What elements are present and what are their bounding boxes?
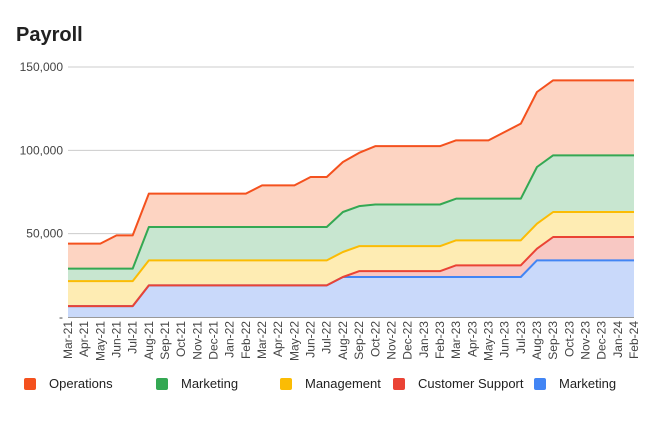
x-tick-label: Jun-21 — [110, 321, 124, 358]
x-tick-label: Jan-23 — [417, 321, 431, 358]
x-tick-label: Aug-22 — [336, 321, 350, 360]
x-tick-label: Sep-23 — [546, 321, 560, 360]
legend-swatch — [156, 377, 168, 390]
x-tick-label: Apr-23 — [465, 321, 479, 357]
x-tick-label: May-23 — [481, 321, 495, 361]
series-area-1 — [68, 237, 634, 307]
x-tick-label: Sep-22 — [352, 321, 366, 360]
legend-label: Customer Support — [418, 376, 524, 391]
x-tick-label: Nov-22 — [384, 321, 398, 360]
series-line-2 — [68, 211, 634, 283]
x-tick-label: Jan-22 — [223, 321, 237, 358]
x-tick-label: Oct-22 — [368, 321, 382, 357]
x-tick-label: Jun-22 — [304, 321, 318, 358]
x-tick-label: Mar-22 — [255, 321, 269, 359]
legend-swatch — [280, 377, 292, 390]
legend-item: Management — [280, 376, 381, 391]
x-tick-label: Nov-23 — [578, 321, 592, 360]
legend-swatch — [393, 377, 405, 390]
x-tick-label: Apr-22 — [271, 321, 285, 357]
y-tick-label: 100,000 — [20, 143, 64, 157]
x-tick-label: Jun-23 — [498, 321, 512, 358]
x-tick-label: Dec-23 — [595, 321, 609, 360]
series-area-3 — [68, 155, 634, 282]
series-line-3 — [68, 154, 634, 270]
chart-legend: Operations Marketing Management Customer Su… — [24, 376, 664, 398]
series-area-2 — [68, 212, 634, 307]
x-tick-label: May-21 — [93, 321, 107, 361]
legend-label: Management — [305, 376, 381, 391]
legend-item: Customer Support — [393, 376, 524, 391]
y-tick-label: 150,000 — [20, 60, 64, 74]
legend-swatch — [24, 377, 36, 390]
legend-item: Marketing — [534, 376, 616, 391]
x-tick-label: Mar-23 — [449, 321, 463, 359]
x-tick-label: Jul-21 — [126, 321, 140, 354]
x-tick-label: Dec-21 — [207, 321, 221, 360]
x-tick-label: Jan-24 — [611, 321, 625, 358]
x-tick-label: Feb-22 — [239, 321, 253, 359]
x-tick-label: Feb-23 — [433, 321, 447, 359]
y-tick-label: - — [59, 310, 63, 324]
legend-label: Operations — [49, 376, 113, 391]
x-tick-label: Aug-23 — [530, 321, 544, 360]
x-tick-label: May-22 — [287, 321, 301, 361]
x-tick-label: Aug-21 — [142, 321, 156, 360]
chart-title: Payroll — [16, 24, 83, 46]
x-tick-label: Feb-24 — [627, 321, 641, 359]
legend-label: Marketing — [181, 376, 239, 391]
x-tick-label: Sep-21 — [158, 321, 172, 360]
y-tick-label: 50,000 — [26, 227, 63, 241]
x-tick-label: Oct-23 — [562, 321, 576, 357]
x-tick-label: Nov-21 — [190, 321, 204, 360]
legend-swatch — [534, 377, 546, 390]
series-line-1 — [68, 236, 634, 308]
legend-item: Marketing — [156, 376, 238, 391]
x-tick-label: Jul-23 — [514, 321, 528, 354]
series-line-4 — [68, 79, 634, 245]
series-area-4 — [68, 80, 634, 269]
series-area-0 — [68, 260, 634, 317]
x-tick-label: Oct-21 — [174, 321, 188, 357]
x-tick-label: Apr-21 — [77, 321, 91, 357]
x-tick-label: Mar-21 — [61, 321, 75, 359]
legend-item: Operations — [24, 376, 113, 391]
x-tick-label: Jul-22 — [320, 321, 334, 354]
x-tick-label: Dec-22 — [401, 321, 415, 360]
legend-label: Marketing — [559, 376, 617, 391]
